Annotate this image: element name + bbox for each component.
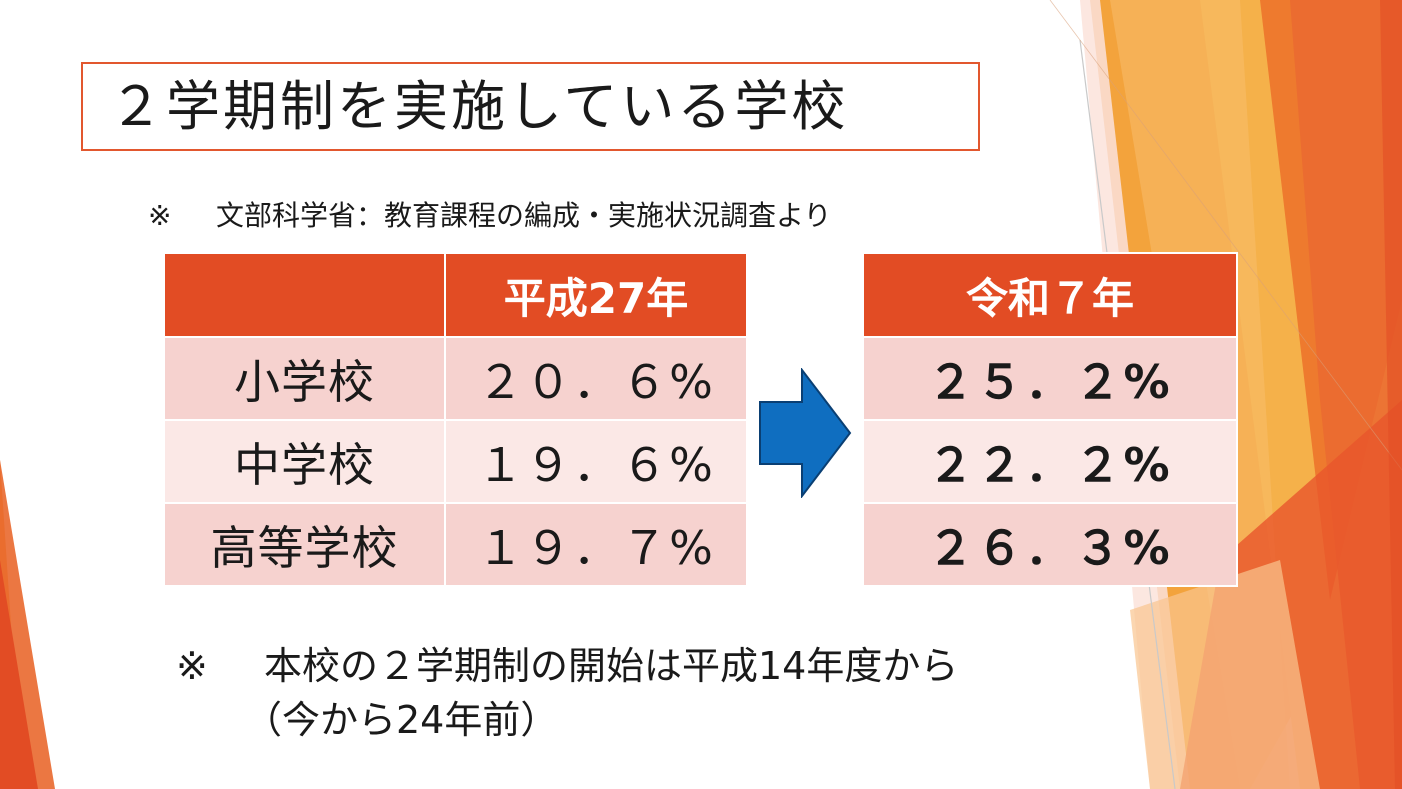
right-arrow-icon xyxy=(759,368,852,498)
header-reiwa7: 令和７年 xyxy=(862,252,1238,338)
table-row: ２２．２% xyxy=(862,419,1238,504)
reference-mark: ※ xyxy=(176,644,208,688)
school-level-elementary: 小学校 xyxy=(163,336,446,421)
school-note-line2: （今から24年前） xyxy=(244,698,559,742)
h27-high-school-value: １９．７% xyxy=(444,502,748,587)
table-heisei27: 平成27年 小学校 ２０．６% 中学校 １９．６% 高等学校 １９．７% xyxy=(163,252,748,587)
table-row: 小学校 ２０．６% xyxy=(163,336,748,421)
school-note: ※ 本校の２学期制の開始は平成14年度から xyxy=(176,640,958,692)
school-level-high-school: 高等学校 xyxy=(163,502,446,587)
r7-high-school-value: ２６．３% xyxy=(862,502,1238,587)
title-box: ２学期制を実施している学校 xyxy=(81,62,980,151)
table-reiwa7: 令和７年 ２５．２% ２２．２% ２６．３% xyxy=(862,252,1238,587)
table-header-row: 平成27年 xyxy=(163,252,748,338)
school-level-junior-high: 中学校 xyxy=(163,419,446,504)
source-note-text: 文部科学省：教育課程の編成・実施状況調査より xyxy=(216,199,832,232)
school-note-line1: 本校の２学期制の開始は平成14年度から xyxy=(264,644,959,688)
table-row: ２６．３% xyxy=(862,502,1238,587)
slide-title: ２学期制を実施している学校 xyxy=(109,75,849,138)
header-heisei27: 平成27年 xyxy=(444,252,748,338)
h27-elementary-value: ２０．６% xyxy=(444,336,748,421)
table-row: 高等学校 １９．７% xyxy=(163,502,748,587)
source-note: ※ 文部科学省：教育課程の編成・実施状況調査より xyxy=(148,196,831,236)
r7-elementary-value: ２５．２% xyxy=(862,336,1238,421)
h27-junior-high-value: １９．６% xyxy=(444,419,748,504)
header-blank-cell xyxy=(163,252,446,338)
table-header-row: 令和７年 xyxy=(862,252,1238,338)
r7-junior-high-value: ２２．２% xyxy=(862,419,1238,504)
table-row: ２５．２% xyxy=(862,336,1238,421)
table-row: 中学校 １９．６% xyxy=(163,419,748,504)
reference-mark: ※ xyxy=(148,199,172,232)
